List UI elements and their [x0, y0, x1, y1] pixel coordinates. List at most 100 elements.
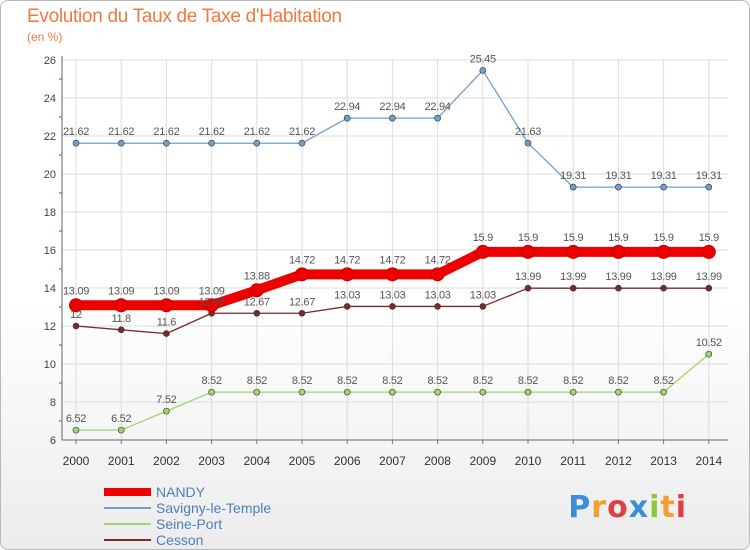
data-point [479, 67, 487, 74]
data-label: 13.09 [108, 285, 134, 297]
data-label: 10.52 [696, 337, 722, 349]
data-label: 13.09 [199, 285, 225, 297]
data-label: 14.72 [379, 254, 405, 266]
data-label: 15.9 [699, 232, 719, 244]
y-tick-label: 20 [44, 169, 56, 181]
data-label: 22.94 [425, 101, 451, 113]
data-point [660, 388, 667, 396]
data-label: 12.67 [244, 296, 270, 308]
data-point [72, 139, 80, 147]
data-label: 12 [70, 309, 82, 321]
data-point [163, 139, 170, 147]
x-tick-label: 2012 [605, 454, 632, 468]
data-point [389, 388, 396, 396]
data-label: 15.9 [518, 232, 538, 244]
data-point [117, 326, 125, 334]
data-label: 21.63 [515, 126, 541, 138]
legend-label: Cesson [156, 532, 203, 548]
data-label: 13.99 [605, 271, 631, 283]
logo-letter: x [628, 490, 650, 525]
data-label: 13.99 [560, 271, 586, 283]
data-label: 8.52 [563, 375, 583, 387]
legend-label: NANDY [156, 484, 206, 500]
data-label: 8.52 [518, 375, 538, 387]
data-point [479, 303, 487, 310]
y-tick-label: 26 [44, 55, 56, 67]
data-point [298, 309, 306, 317]
logo-letter: i [675, 490, 687, 525]
data-point [705, 284, 713, 292]
chart-subtitle: (en %) [27, 30, 63, 44]
legend-label: Savigny-le-Temple [156, 500, 271, 516]
data-point [208, 388, 215, 396]
series-seine-port [72, 350, 713, 434]
data-point [389, 303, 396, 310]
data-point [298, 388, 306, 396]
y-tick-label: 14 [44, 283, 56, 295]
logo-letter: t [660, 490, 676, 525]
data-point [343, 388, 351, 396]
data-label: 13.88 [244, 270, 270, 282]
data-point [434, 303, 441, 310]
data-label: 13.03 [425, 289, 451, 301]
data-label: 21.62 [199, 126, 225, 138]
data-label: 13.99 [696, 271, 722, 283]
x-tick-label: 2007 [379, 454, 406, 468]
data-point [434, 388, 441, 396]
data-label: 8.52 [247, 375, 267, 387]
data-point [569, 388, 577, 396]
data-point [524, 284, 532, 292]
y-tick-label: 8 [50, 397, 56, 409]
data-label: 21.62 [289, 126, 315, 138]
data-point [72, 426, 80, 434]
x-tick-label: 2008 [424, 454, 451, 468]
y-tick-label: 10 [44, 359, 56, 371]
data-label: 13.09 [153, 285, 179, 297]
series-nandy [69, 244, 716, 313]
data-point [114, 298, 129, 313]
data-label: 13.03 [470, 289, 496, 301]
data-point [705, 350, 713, 358]
x-tick-label: 2003 [198, 454, 225, 468]
data-point [385, 267, 400, 282]
data-label: 7.52 [156, 394, 176, 406]
data-label: 19.31 [560, 170, 586, 182]
y-tick-label: 18 [44, 207, 56, 219]
data-label: 8.52 [653, 375, 673, 387]
data-point [253, 139, 261, 147]
data-label: 15.9 [653, 232, 673, 244]
data-label: 21.62 [153, 126, 179, 138]
data-label: 8.52 [427, 375, 447, 387]
data-label: 21.62 [244, 126, 270, 138]
data-point [701, 244, 716, 259]
data-label: 8.52 [337, 375, 357, 387]
x-tick-label: 2013 [650, 454, 677, 468]
y-tick-label: 22 [44, 131, 56, 143]
data-label: 14.72 [289, 254, 315, 266]
x-tick-label: 2000 [63, 454, 90, 468]
series-savigny-le-temple [72, 67, 713, 191]
data-point [524, 388, 532, 396]
data-point [615, 388, 622, 396]
data-point [569, 183, 577, 191]
data-point [611, 244, 626, 259]
y-tick-label: 24 [44, 93, 56, 105]
data-label: 19.31 [696, 170, 722, 182]
data-point [249, 283, 264, 298]
data-point [117, 139, 125, 147]
x-tick-label: 2011 [560, 454, 586, 468]
logo-letter: o [607, 490, 629, 525]
y-tick-label: 6 [50, 435, 56, 447]
data-point [159, 298, 174, 313]
proxiti-logo: Proxiti [568, 490, 687, 525]
data-point [343, 303, 351, 310]
logo-letter: i [649, 490, 661, 525]
data-label: 14.72 [334, 254, 360, 266]
data-label: 21.62 [108, 126, 134, 138]
data-label: 25.45 [470, 53, 496, 65]
y-tick-label: 12 [44, 321, 56, 333]
data-point [253, 309, 261, 317]
data-point [479, 388, 487, 396]
